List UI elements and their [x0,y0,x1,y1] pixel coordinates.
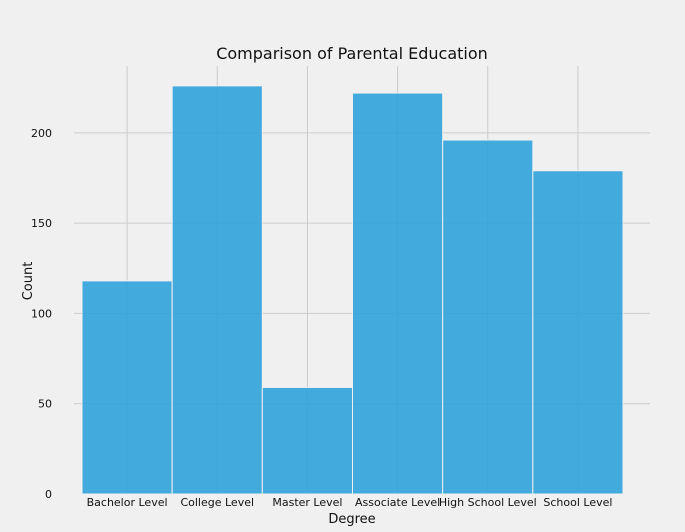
x-tick-label: High School Level [439,496,537,509]
y-tick-labels: 0 50 100 150 200 [31,127,52,501]
y-tick-label: 0 [45,488,52,501]
x-tick-labels: Bachelor Level College Level Master Level A… [87,496,613,509]
x-tick-label: Master Level [272,496,342,509]
x-axis-label: Degree [328,512,375,527]
bar-college-level [171,85,263,495]
y-tick-label: 100 [31,307,52,320]
y-tick-label: 50 [38,398,52,411]
bar-associate-level [352,92,444,495]
y-tick-label: 150 [31,217,52,230]
bar-master-level [261,386,354,495]
x-tick-label: College Level [180,496,254,509]
bar-school-level [532,170,624,495]
bars [81,85,624,495]
x-tick-label: Associate Level [355,496,440,509]
y-axis-label: Count [21,262,36,301]
chart-title: Comparison of Parental Education [216,44,488,63]
bar-high-school-level [442,139,534,495]
bar-bachelor-level [81,280,173,495]
x-tick-label: School Level [543,496,612,509]
x-tick-label: Bachelor Level [87,496,168,509]
y-tick-label: 200 [31,127,52,140]
